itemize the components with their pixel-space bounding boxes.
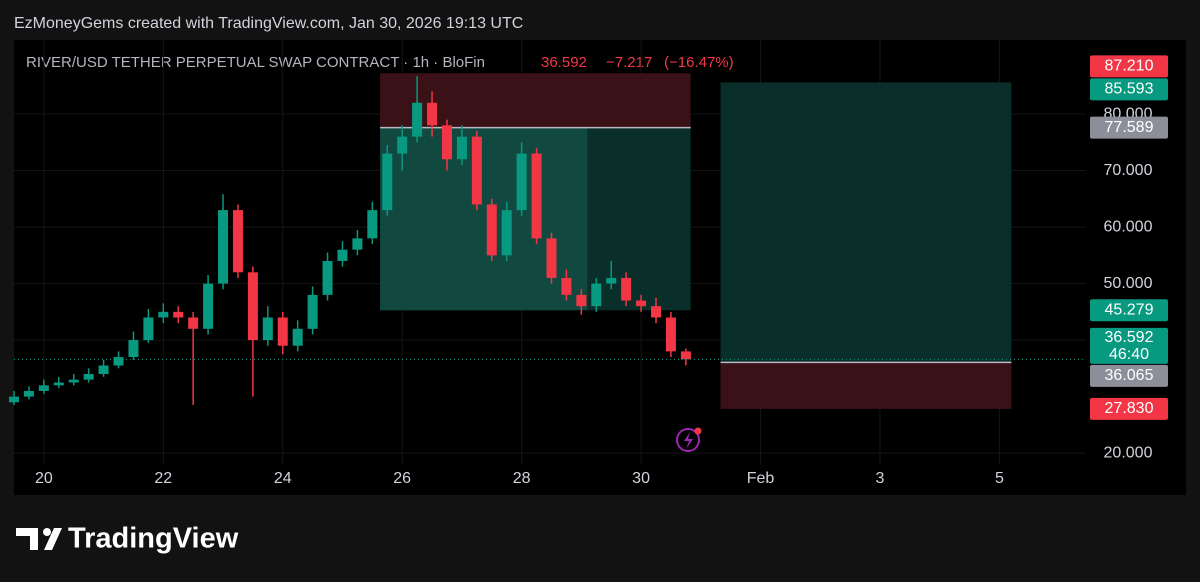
alert-icon-bolt bbox=[684, 432, 693, 449]
candle-body bbox=[307, 294, 318, 329]
candle-body bbox=[188, 317, 199, 329]
stop-zone bbox=[380, 73, 691, 128]
price-tag-label: 77.589 bbox=[1105, 119, 1154, 136]
candle-body bbox=[606, 277, 617, 284]
price-tag bbox=[1090, 78, 1168, 101]
candle-body bbox=[277, 317, 288, 346]
candle-body bbox=[173, 311, 184, 318]
candle-body bbox=[247, 272, 258, 341]
candle-body bbox=[382, 153, 393, 211]
candle-body bbox=[531, 153, 542, 239]
price-tag bbox=[1090, 364, 1168, 387]
candle-body bbox=[232, 210, 243, 273]
candle-body bbox=[591, 283, 602, 307]
price-tag-label: 36.065 bbox=[1105, 367, 1154, 384]
candle-body bbox=[680, 351, 691, 360]
y-tick-label: 60.000 bbox=[1104, 218, 1153, 235]
candle-body bbox=[397, 136, 408, 154]
candle-body bbox=[83, 374, 94, 380]
candle-body bbox=[651, 306, 662, 318]
price-change: −7.217 bbox=[606, 54, 652, 71]
x-tick-label: Feb bbox=[747, 470, 775, 487]
candle-body bbox=[427, 102, 438, 126]
candle-body bbox=[576, 294, 587, 307]
y-tick-label: 20.000 bbox=[1104, 444, 1153, 461]
x-tick-label: 5 bbox=[995, 470, 1004, 487]
brand: TradingView bbox=[68, 523, 239, 555]
price-tag-label: 36.592 bbox=[1105, 329, 1154, 346]
candle-body bbox=[352, 238, 363, 250]
candle-body bbox=[158, 311, 169, 318]
candle-body bbox=[322, 260, 333, 295]
y-tick-label: 70.000 bbox=[1104, 162, 1153, 179]
candle-body bbox=[546, 238, 557, 278]
candle-body bbox=[561, 277, 572, 295]
alert-icon bbox=[676, 428, 700, 452]
attribution: EzMoneyGems created with TradingView.com… bbox=[14, 15, 523, 32]
brand-logo bbox=[16, 528, 62, 550]
chart-title: RIVER/USD TETHER PERPETUAL SWAP CONTRACT… bbox=[26, 54, 485, 71]
x-tick-label: 20 bbox=[35, 470, 53, 487]
x-tick-label: 22 bbox=[154, 470, 172, 487]
candle-body bbox=[367, 210, 378, 239]
candle-body bbox=[412, 102, 423, 137]
last-price: 36.592 bbox=[541, 54, 587, 71]
candle-body bbox=[128, 340, 139, 358]
candle-body bbox=[68, 379, 79, 383]
candle-body bbox=[441, 125, 452, 160]
candle-body bbox=[501, 210, 512, 256]
candle-body bbox=[456, 136, 467, 160]
candle-body bbox=[636, 300, 647, 307]
alert-dot bbox=[694, 427, 702, 435]
candle-body bbox=[471, 136, 482, 205]
price-tag bbox=[1090, 397, 1168, 420]
candle-body bbox=[143, 317, 154, 341]
candle-body bbox=[486, 204, 497, 256]
candle-body bbox=[53, 382, 64, 386]
progress-zone bbox=[380, 127, 588, 311]
candle-body bbox=[516, 153, 527, 211]
x-tick-label: 26 bbox=[393, 470, 411, 487]
price-tag-label: 45.279 bbox=[1105, 301, 1154, 318]
price-tag bbox=[1090, 299, 1168, 322]
candle-body bbox=[665, 317, 676, 352]
x-tick-label: 24 bbox=[274, 470, 292, 487]
countdown: 46:40 bbox=[1109, 346, 1149, 363]
candle-body bbox=[9, 396, 19, 403]
candle-body bbox=[203, 283, 214, 329]
candle-body bbox=[23, 390, 34, 397]
stop-zone bbox=[720, 362, 1012, 409]
candle-body bbox=[218, 210, 229, 284]
x-tick-label: 30 bbox=[632, 470, 650, 487]
candle-body bbox=[262, 317, 273, 341]
price-tag-label: 87.210 bbox=[1105, 58, 1154, 75]
candle-body bbox=[98, 365, 109, 375]
price-change-percent: (−16.47%) bbox=[664, 54, 734, 71]
price-tag bbox=[1090, 55, 1168, 78]
candle-body bbox=[621, 277, 632, 301]
candle-body bbox=[38, 385, 49, 391]
price-tag-label: 27.830 bbox=[1105, 400, 1154, 417]
x-tick-label: 28 bbox=[513, 470, 531, 487]
price-tag-label: 85.593 bbox=[1105, 81, 1154, 98]
target-zone bbox=[720, 82, 1012, 363]
candle-body bbox=[337, 249, 348, 261]
candle-body bbox=[292, 328, 303, 346]
candle-body bbox=[113, 357, 124, 366]
y-tick-label: 50.000 bbox=[1104, 275, 1153, 292]
price-tag bbox=[1090, 327, 1168, 364]
x-tick-label: 3 bbox=[876, 470, 885, 487]
price-tag bbox=[1090, 116, 1168, 139]
